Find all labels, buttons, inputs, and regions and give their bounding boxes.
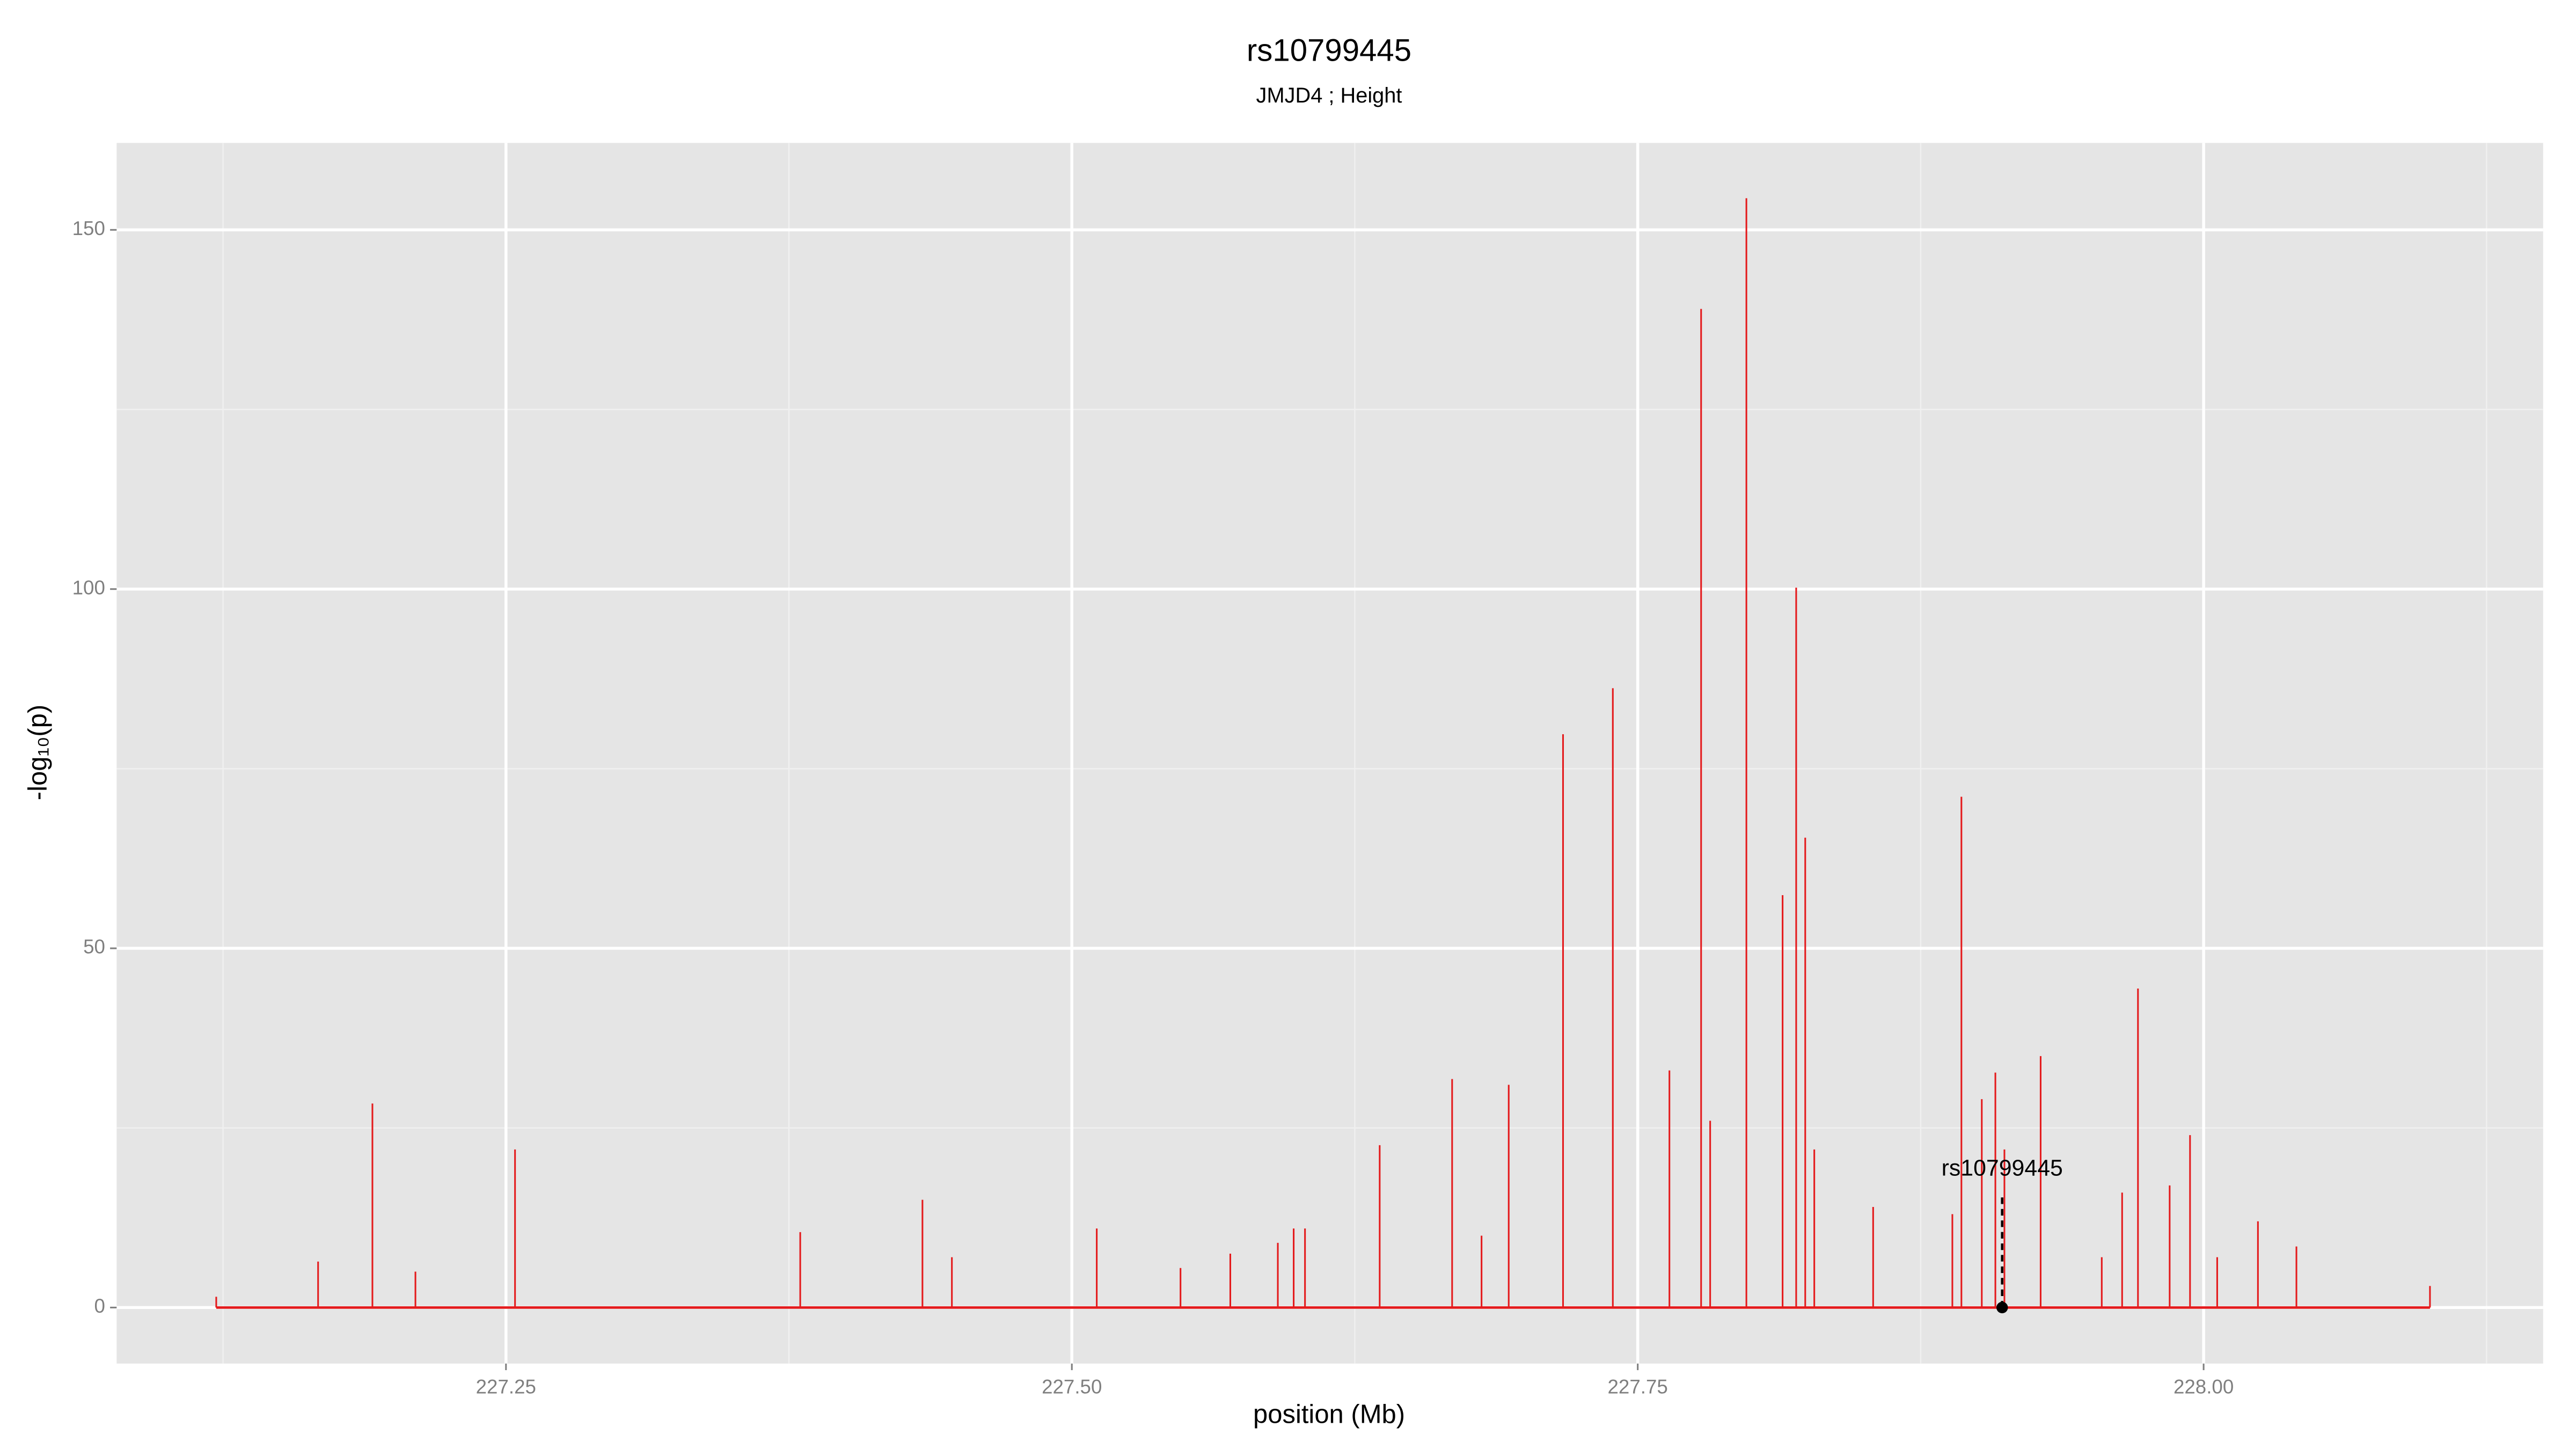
y-tick-label: 50 — [83, 936, 105, 958]
annotation-label: rs10799445 — [1942, 1155, 2063, 1181]
panel — [116, 143, 2543, 1364]
x-tick-label: 227.25 — [476, 1375, 536, 1397]
y-axis-label: -log₁₀(p) — [23, 705, 52, 800]
chart-title: rs10799445 — [1247, 33, 1411, 68]
marks — [215, 198, 2431, 1309]
y-tick-label: 100 — [72, 576, 105, 598]
x-tick-label: 228.00 — [2174, 1375, 2234, 1397]
y-tick-label: 0 — [94, 1295, 105, 1317]
annotation-point — [1996, 1301, 2008, 1314]
x-axis-label: position (Mb) — [1253, 1400, 1405, 1429]
chart-subtitle: JMJD4 ; Height — [1256, 84, 1402, 107]
y-tick-label: 150 — [72, 217, 105, 239]
x-tick-label: 227.75 — [1608, 1375, 1668, 1397]
x-tick-label: 227.50 — [1042, 1375, 1102, 1397]
